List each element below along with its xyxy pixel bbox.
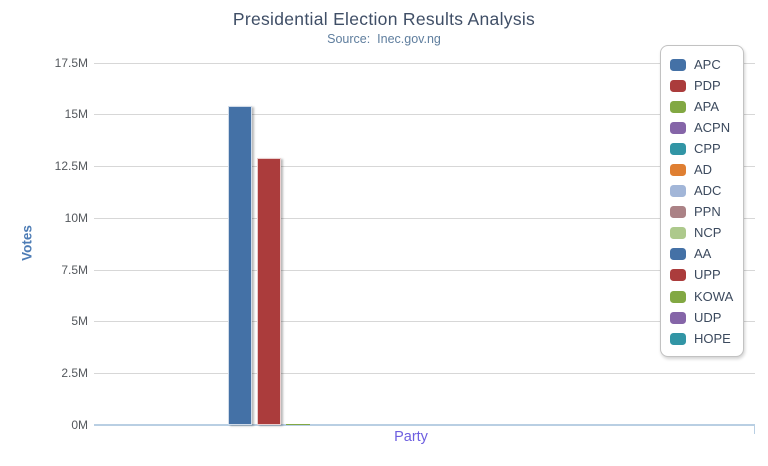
legend-swatch-icon: [670, 164, 686, 177]
legend-label: CPP: [694, 140, 721, 156]
y-tick-label-10M: 10M: [64, 211, 88, 225]
gridline-10M: [94, 218, 755, 219]
legend-swatch-icon: [670, 58, 686, 71]
legend-label: UPP: [694, 267, 721, 283]
legend-swatch-icon: [670, 248, 686, 261]
y-tick-label-15M: 15M: [64, 107, 88, 121]
x-axis-label: Party: [394, 429, 428, 445]
legend-swatch-icon: [670, 121, 686, 134]
legend-label: HOPE: [694, 330, 731, 346]
y-tick-label-2.5M: 2.5M: [61, 366, 88, 380]
legend-label: APA: [694, 98, 720, 114]
gridline-2.5M: [94, 373, 755, 374]
legend-swatch-icon: [670, 227, 686, 240]
legend-swatch-icon: [670, 311, 686, 324]
legend-item-AD[interactable]: AD: [670, 159, 743, 180]
legend-swatch-icon: [670, 290, 686, 303]
chart-title: Presidential Election Results Analysis: [232, 9, 536, 29]
x-axis-line: [94, 424, 755, 426]
legend-item-UDP[interactable]: UDP: [670, 307, 743, 328]
y-tick-label-7.5M: 7.5M: [61, 263, 88, 277]
legend-label: UDP: [694, 309, 722, 325]
legend-item-KOWA[interactable]: KOWA: [670, 286, 743, 307]
legend-item-AA[interactable]: AA: [670, 244, 743, 265]
legend-item-NCP[interactable]: NCP: [670, 223, 743, 244]
gridline-12.5M: [94, 166, 755, 167]
legend-item-ACPN[interactable]: ACPN: [670, 117, 743, 138]
gridline-7.5M: [94, 270, 755, 271]
y-axis-label: Votes: [19, 225, 35, 261]
legend-label: AA: [694, 246, 712, 262]
y-tick-label-17.5M: 17.5M: [54, 56, 88, 70]
legend-swatch-icon: [670, 185, 686, 198]
legend-swatch-icon: [670, 142, 686, 155]
legend-label: ACPN: [694, 119, 731, 135]
y-tick-label-12.5M: 12.5M: [54, 159, 88, 173]
legend-item-PPN[interactable]: PPN: [670, 202, 743, 223]
x-axis-end-tick: [754, 425, 755, 434]
legend-label: KOWA: [694, 288, 734, 304]
legend-item-CPP[interactable]: CPP: [670, 138, 743, 159]
legend-swatch-icon: [670, 332, 686, 345]
legend-item-UPP[interactable]: UPP: [670, 265, 743, 286]
legend-label: PDP: [694, 77, 721, 93]
legend-item-HOPE[interactable]: HOPE: [670, 328, 743, 349]
y-tick-label-0M: 0M: [71, 418, 88, 432]
gridline-5M: [94, 321, 755, 322]
legend-item-PDP[interactable]: PDP: [670, 75, 743, 96]
chart-subtitle: Source: Inec.gov.ng: [327, 32, 441, 46]
bar-PDP: [257, 158, 281, 425]
legend-item-APC[interactable]: APC: [670, 54, 743, 75]
legend-swatch-icon: [670, 100, 686, 113]
bar-APC: [228, 106, 252, 425]
legend: APC PDP APA ACPN CPP AD ADC PPN NCP AA UPP KOWA UDP H…: [660, 45, 744, 357]
legend-label: NCP: [694, 225, 722, 241]
bar-APA: [286, 424, 310, 425]
legend-label: ADC: [694, 183, 722, 199]
y-tick-label-5M: 5M: [71, 314, 88, 328]
legend-swatch-icon: [670, 79, 686, 92]
legend-label: AD: [694, 162, 713, 178]
legend-swatch-icon: [670, 206, 686, 219]
legend-item-ADC[interactable]: ADC: [670, 181, 743, 202]
legend-item-APA[interactable]: APA: [670, 96, 743, 117]
gridline-15M: [94, 114, 755, 115]
legend-swatch-icon: [670, 269, 686, 282]
legend-label: PPN: [694, 204, 721, 220]
legend-label: APC: [694, 56, 721, 72]
gridline-17.5M: [94, 63, 755, 64]
